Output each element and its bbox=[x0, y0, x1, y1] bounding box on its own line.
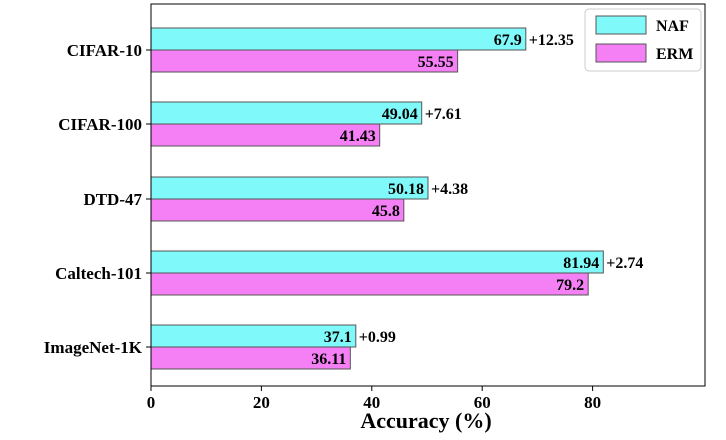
y-tick-label-imagenet-1k: ImageNet-1K bbox=[44, 338, 143, 357]
plot-frame bbox=[150, 3, 706, 387]
y-tick-label-caltech-101: Caltech-101 bbox=[55, 264, 142, 283]
bar-erm-dtd-47 bbox=[150, 198, 405, 222]
bar-naf-cifar-10 bbox=[150, 27, 527, 51]
data-label-erm-dtd-47: 45.8 bbox=[372, 203, 400, 220]
legend-swatch-naf bbox=[595, 15, 647, 35]
legend: NAF ERM bbox=[584, 8, 702, 72]
data-label-naf-cifar-100: 49.04 bbox=[382, 106, 418, 123]
y-tick-label-cifar-100: CIFAR-100 bbox=[58, 115, 142, 134]
data-label-erm-caltech-101: 79.2 bbox=[556, 277, 584, 294]
legend-swatch-erm bbox=[595, 43, 647, 63]
improvement-label-cifar-100: +7.61 bbox=[425, 106, 462, 123]
bar-erm-cifar-10 bbox=[150, 49, 459, 73]
x-tick-label-20: 20 bbox=[253, 393, 270, 412]
improvement-label-imagenet-1k: +0.99 bbox=[359, 329, 396, 346]
bar-erm-caltech-101 bbox=[150, 272, 589, 296]
bar-naf-dtd-47 bbox=[150, 176, 429, 200]
y-tick-label-cifar-10: CIFAR-10 bbox=[67, 41, 142, 60]
x-tick-label-40: 40 bbox=[363, 393, 380, 412]
bars-group: 67.9 +12.35 55.55 49.04 +7.61 41.43 50.18 +4.38… bbox=[150, 27, 643, 370]
legend-label-erm: ERM bbox=[656, 46, 693, 63]
x-tick-label-60: 60 bbox=[474, 393, 491, 412]
legend-label-naf: NAF bbox=[656, 18, 689, 35]
data-label-erm-imagenet-1k: 36.11 bbox=[311, 351, 346, 368]
x-tick-label-0: 0 bbox=[147, 393, 156, 412]
data-label-erm-cifar-100: 41.43 bbox=[340, 128, 376, 145]
data-label-naf-dtd-47: 50.18 bbox=[388, 181, 424, 198]
improvement-label-cifar-10: +12.35 bbox=[529, 32, 574, 49]
axes-group: CIFAR-10 CIFAR-100 DTD-47 Caltech-101 ImageN… bbox=[44, 3, 706, 433]
data-label-erm-cifar-10: 55.55 bbox=[418, 54, 454, 71]
data-label-naf-imagenet-1k: 37.1 bbox=[324, 329, 352, 346]
improvement-label-dtd-47: +4.38 bbox=[431, 181, 468, 198]
improvement-label-caltech-101: +2.74 bbox=[606, 255, 643, 272]
data-label-naf-caltech-101: 81.94 bbox=[563, 255, 599, 272]
x-axis-label: Accuracy (%) bbox=[360, 408, 491, 433]
data-label-naf-cifar-10: 67.9 bbox=[494, 32, 522, 49]
bar-naf-caltech-101 bbox=[150, 250, 604, 274]
x-tick-label-80: 80 bbox=[584, 393, 601, 412]
y-tick-label-dtd-47: DTD-47 bbox=[83, 190, 142, 209]
